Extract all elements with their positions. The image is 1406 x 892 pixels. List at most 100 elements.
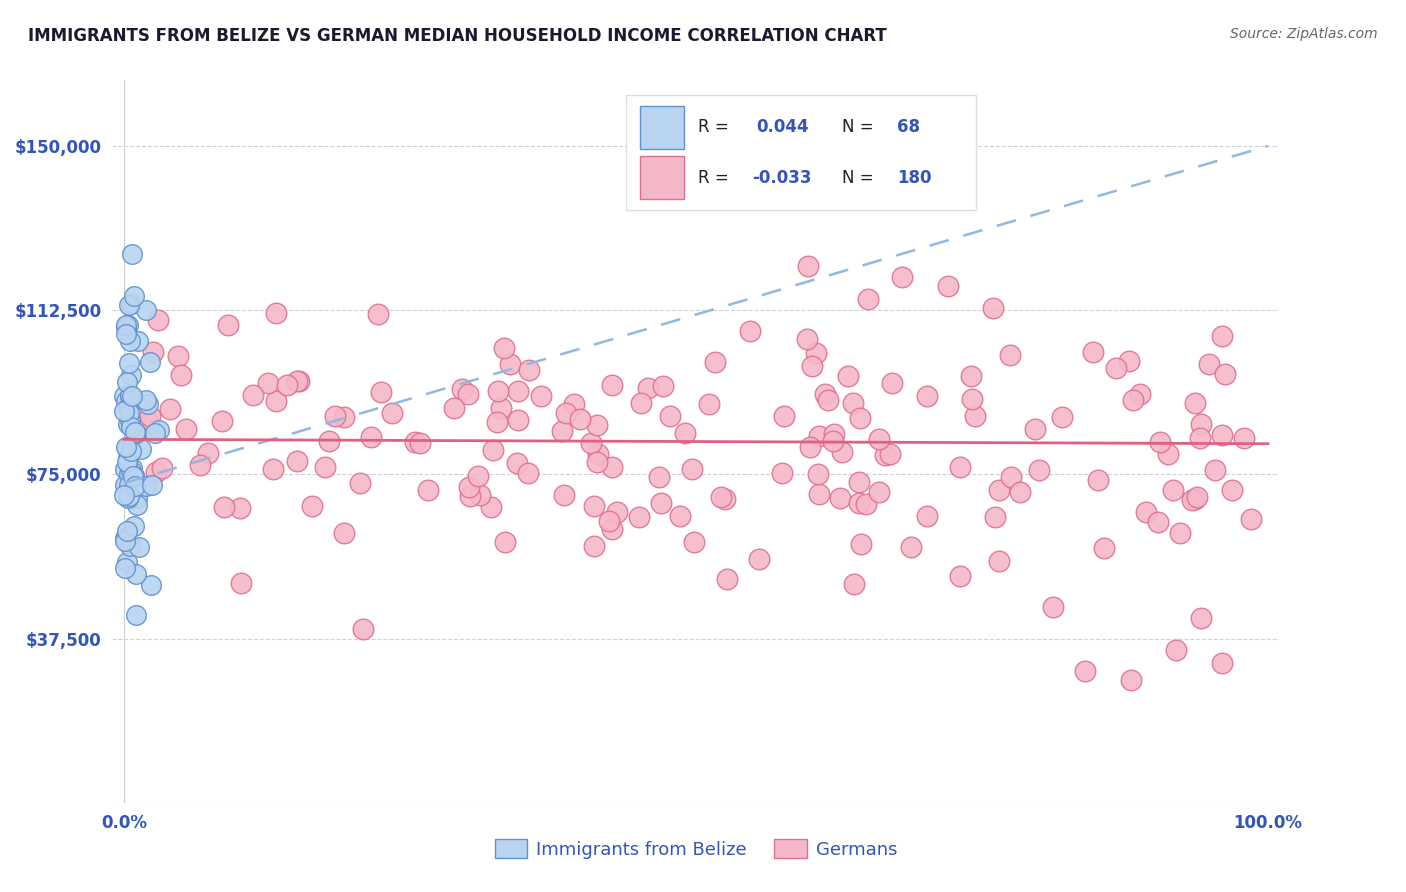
Point (1184, 491, 1206, 506)
Point (139, 355, 162, 369)
Point (1161, 483, 1184, 497)
Text: IMMIGRANTS FROM BELIZE VS GERMAN MEDIAN HOUSEHOLD INCOME CORRELATION CHART: IMMIGRANTS FROM BELIZE VS GERMAN MEDIAN … (28, 27, 887, 45)
Point (124, 567, 146, 582)
Point (880, 376, 903, 390)
Point (1233, 431, 1256, 445)
Point (118, 406, 141, 420)
Point (848, 475, 870, 489)
Point (443, 401, 465, 416)
Point (467, 468, 489, 483)
Point (117, 455, 139, 469)
Point (1024, 422, 1046, 436)
Point (1166, 642, 1188, 657)
Point (648, 470, 671, 484)
Point (1074, 665, 1097, 679)
Point (553, 488, 575, 502)
Point (1156, 447, 1178, 461)
Point (988, 483, 1011, 497)
Point (637, 381, 659, 395)
Point (998, 348, 1021, 362)
Point (710, 490, 733, 504)
Point (1191, 417, 1213, 431)
Point (1211, 428, 1233, 442)
Legend: Immigrants from Belize, Germans: Immigrants from Belize, Germans (488, 832, 904, 866)
Point (117, 401, 139, 416)
Point (174, 422, 197, 436)
Point (650, 495, 672, 509)
Point (628, 510, 651, 524)
Point (159, 402, 181, 417)
Point (630, 396, 652, 410)
Point (681, 462, 703, 476)
Point (742, 147, 765, 161)
Point (582, 540, 605, 554)
Point (807, 467, 830, 481)
Point (658, 409, 681, 423)
Point (214, 500, 236, 514)
Bar (640, 156, 685, 200)
Point (494, 535, 516, 549)
Point (229, 500, 252, 515)
Point (468, 488, 491, 502)
Point (115, 440, 138, 454)
Point (114, 488, 136, 502)
Point (517, 363, 540, 377)
Point (851, 537, 873, 551)
Point (890, 270, 912, 285)
Point (1028, 463, 1050, 477)
Point (135, 392, 157, 407)
Point (145, 466, 167, 480)
Point (562, 396, 585, 410)
Point (349, 475, 371, 490)
Point (121, 461, 143, 475)
Point (806, 346, 828, 360)
Point (117, 491, 139, 505)
Point (458, 489, 481, 503)
Point (550, 425, 572, 439)
Point (808, 487, 831, 501)
Point (600, 522, 623, 536)
Point (1168, 526, 1191, 541)
Point (1198, 357, 1220, 371)
Point (115, 375, 138, 389)
Point (600, 459, 623, 474)
Point (817, 392, 839, 407)
Point (122, 469, 145, 483)
Point (138, 417, 160, 431)
Point (325, 409, 347, 423)
Point (150, 460, 173, 475)
Point (127, 498, 149, 512)
Point (367, 307, 389, 321)
Point (1129, 386, 1152, 401)
Point (949, 569, 972, 583)
Point (148, 423, 170, 437)
Point (197, 446, 219, 460)
Text: 68: 68 (897, 119, 920, 136)
Point (1204, 463, 1226, 477)
Point (1220, 483, 1243, 497)
Point (457, 479, 479, 493)
Point (124, 289, 146, 303)
Point (120, 297, 142, 311)
Text: 0.044: 0.044 (756, 119, 810, 136)
Point (716, 572, 738, 586)
Text: Source: ZipAtlas.com: Source: ZipAtlas.com (1230, 27, 1378, 41)
Point (120, 368, 142, 382)
Point (516, 467, 538, 481)
Point (1184, 396, 1206, 410)
Point (139, 409, 162, 423)
Point (118, 467, 141, 481)
Point (285, 374, 308, 388)
Point (114, 532, 136, 546)
Point (508, 384, 530, 398)
Point (114, 461, 136, 475)
Point (875, 448, 897, 462)
Point (114, 533, 136, 548)
Point (652, 379, 675, 393)
Point (1189, 611, 1212, 625)
Point (124, 468, 146, 483)
Point (118, 489, 141, 503)
Point (828, 491, 851, 505)
Point (285, 454, 308, 468)
Point (936, 279, 959, 293)
